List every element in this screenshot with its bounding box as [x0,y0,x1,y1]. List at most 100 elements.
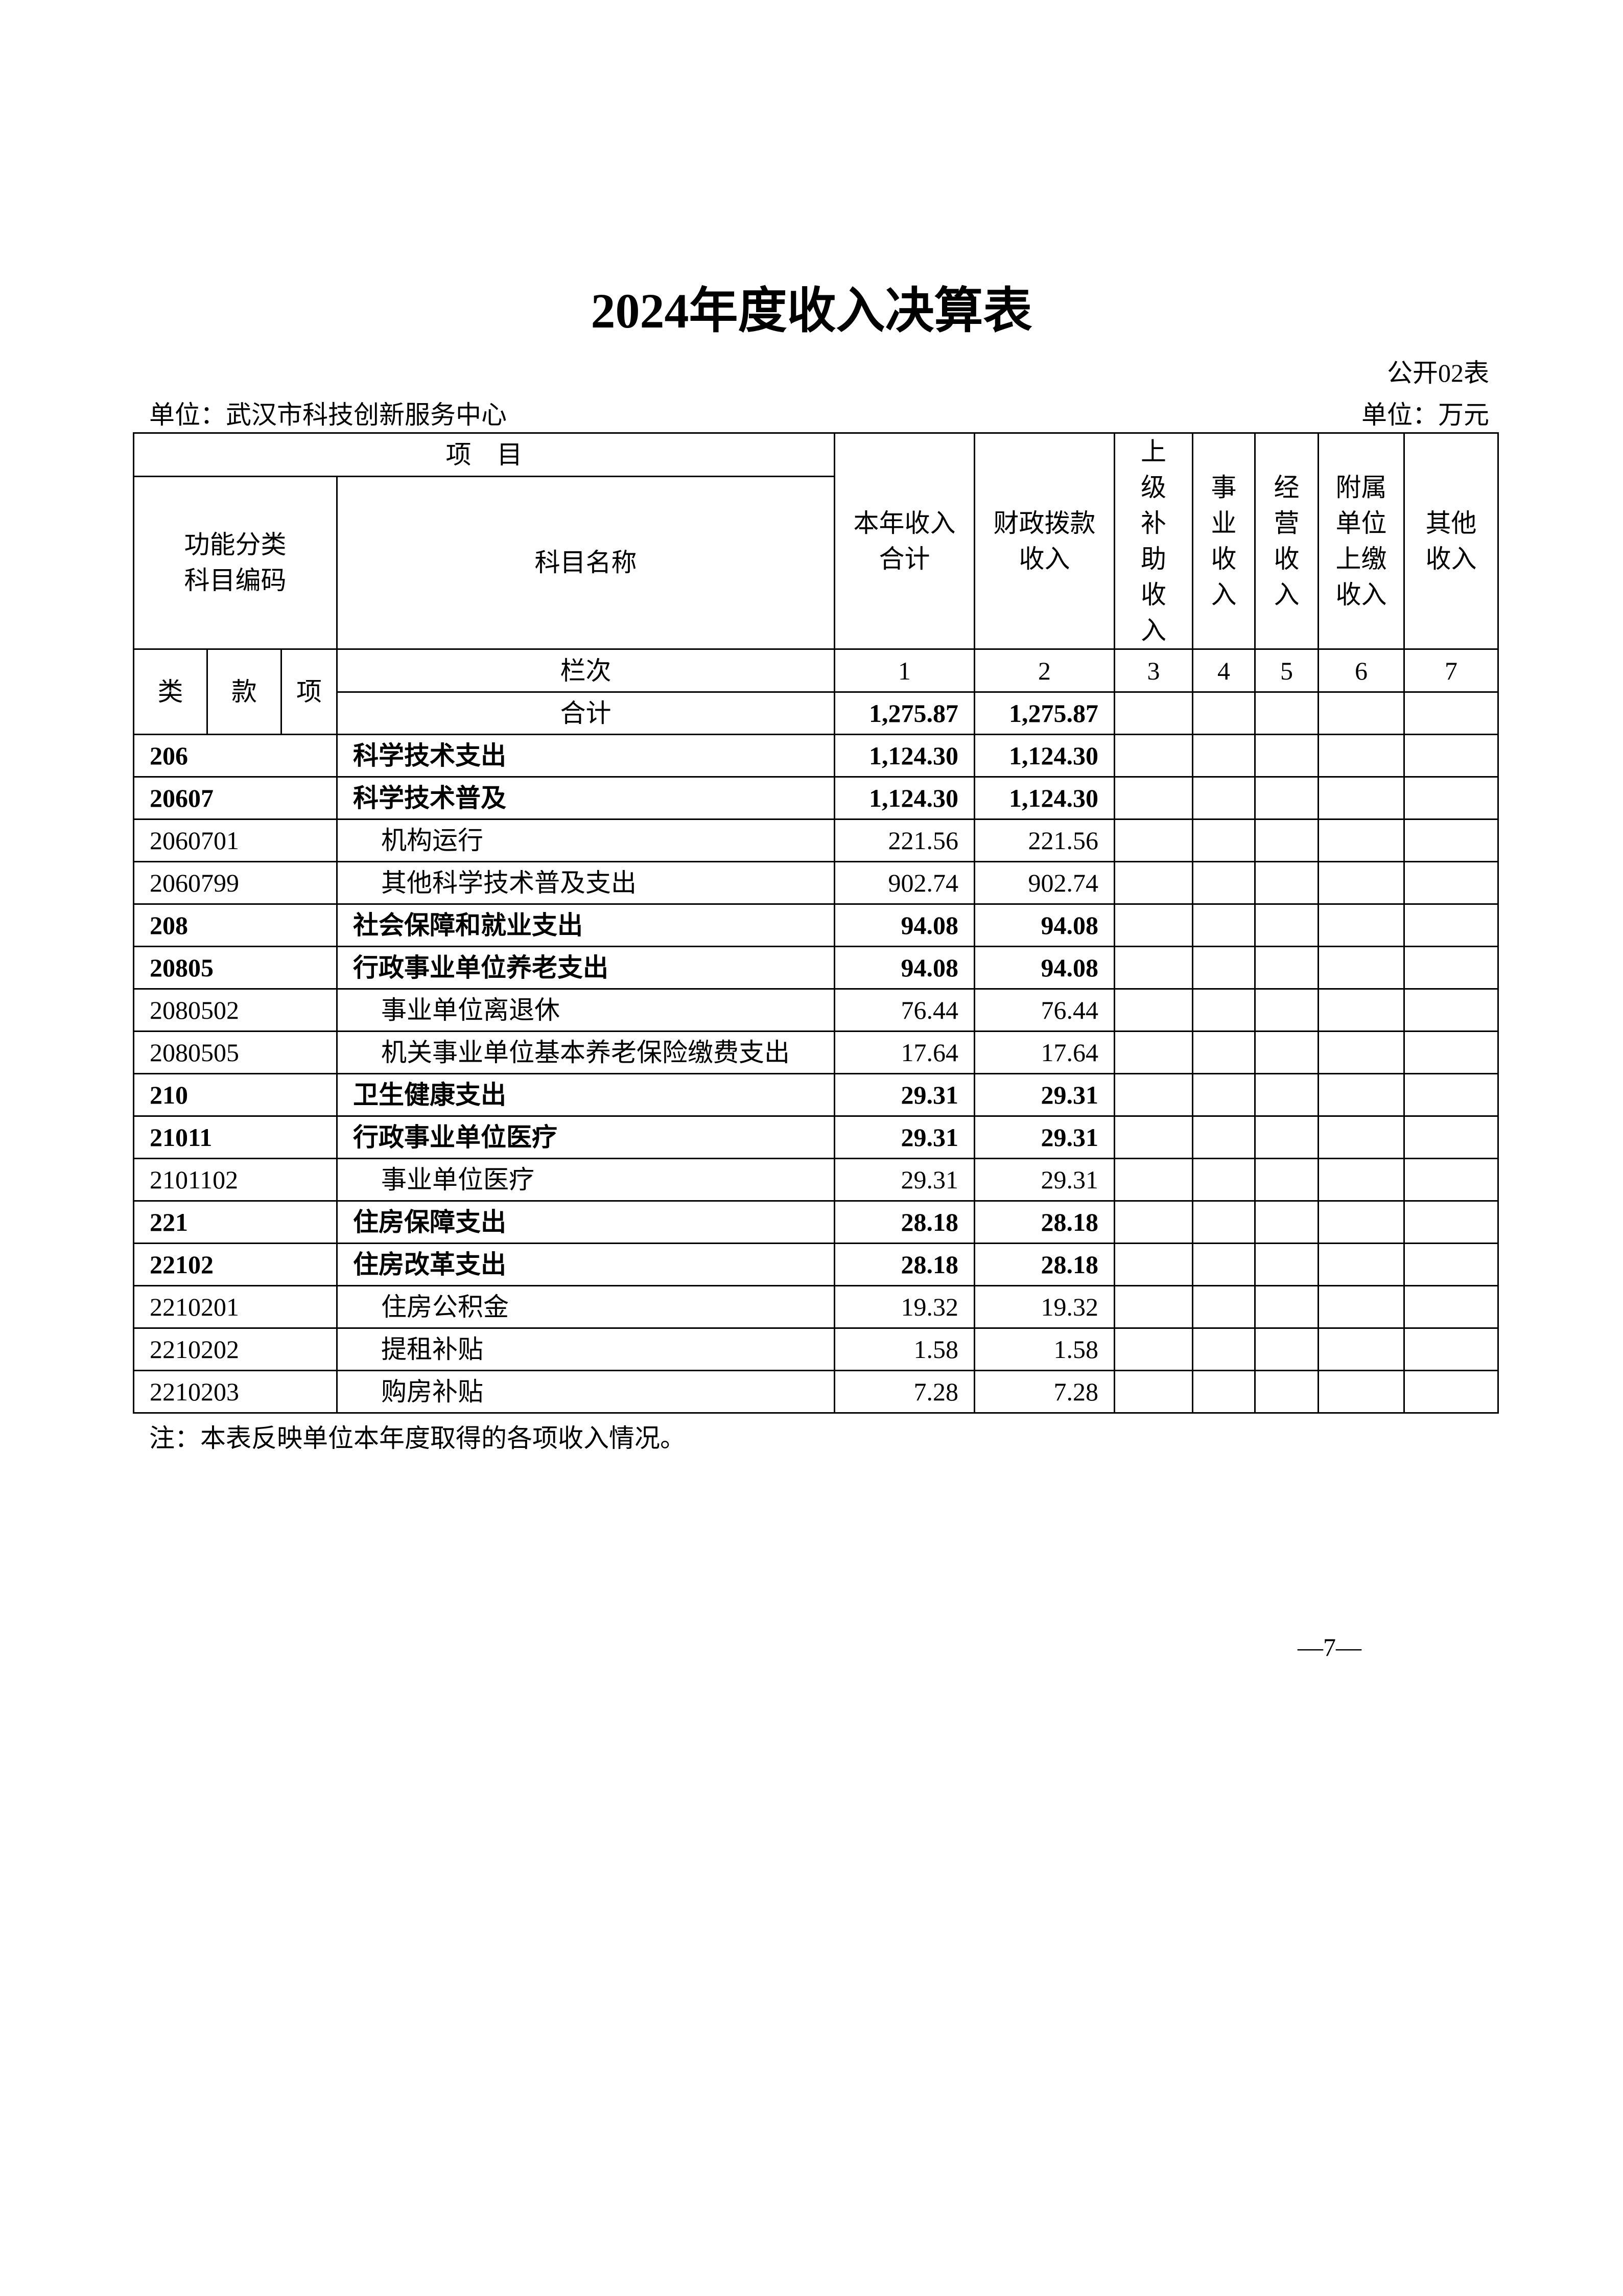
empty-cell [1403,903,1499,947]
row-code: 22102 [133,1243,338,1286]
row-code: 2210202 [133,1327,338,1371]
header-xiang: 项 [280,648,338,735]
empty-cell [1114,1030,1193,1074]
row-code: 21011 [133,1115,338,1159]
empty-cell [1114,1115,1193,1159]
empty-cell [1114,946,1193,990]
table-row: 2210201 住房公积金 19.32 19.32 [133,1285,1499,1329]
empty-cell [1192,1285,1256,1329]
empty-cell [1318,1200,1405,1244]
header-lei: 类 [133,648,208,735]
row-name: 行政事业单位医疗 [336,1115,835,1159]
column-number: 3 [1114,648,1193,693]
empty-cell [1318,1073,1405,1117]
row-name: 住房保障支出 [336,1200,835,1244]
row-total-income: 1,124.30 [834,776,975,820]
row-code: 221 [133,1200,338,1244]
empty-cell [1318,1243,1405,1286]
empty-cell [1318,734,1405,778]
empty-cell [1114,1243,1193,1286]
table-row: 20607 科学技术普及 1,124.30 1,124.30 [133,776,1499,820]
row-name: 卫生健康支出 [336,1073,835,1117]
row-total-income: 1.58 [834,1327,975,1371]
row-code: 2210201 [133,1285,338,1329]
header-other-income: 其他 收入 [1403,432,1499,650]
empty-cell [1318,1327,1405,1371]
empty-cell [1403,1370,1499,1414]
table-row: 206 科学技术支出 1,124.30 1,124.30 [133,734,1499,778]
empty-cell [1114,818,1193,862]
row-code: 20607 [133,776,338,820]
header-superior-subsidy: 上 级 补 助 收 入 [1114,432,1193,650]
row-fiscal-income: 28.18 [974,1200,1115,1244]
empty-cell [1403,1030,1499,1074]
header-code-group: 功能分类 科目编码 [133,475,338,650]
empty-cell [1114,1327,1193,1371]
empty-cell [1114,1370,1193,1414]
table-row: 2080505 机关事业单位基本养老保险缴费支出 17.64 17.64 [133,1030,1499,1074]
row-fiscal-income: 29.31 [974,1115,1115,1159]
column-number: 6 [1318,648,1405,693]
empty-cell [1254,861,1319,905]
table-row: 2080502 事业单位离退休 76.44 76.44 [133,988,1499,1032]
empty-cell [1192,861,1256,905]
row-fiscal-income: 19.32 [974,1285,1115,1329]
row-fiscal-income: 29.31 [974,1158,1115,1202]
column-number: 5 [1254,648,1319,693]
row-name: 提租补贴 [336,1327,835,1371]
row-code: 210 [133,1073,338,1117]
empty-cell [1318,1370,1405,1414]
row-code: 208 [133,903,338,947]
row-fiscal-income: 902.74 [974,861,1115,905]
row-total-income: 76.44 [834,988,975,1032]
empty-cell [1318,988,1405,1032]
page-title: 2024年度收入决算表 [591,284,1032,338]
row-fiscal-income: 94.08 [974,946,1115,990]
table-row: 221 住房保障支出 28.18 28.18 [133,1200,1499,1244]
total-fiscal-value: 1,275.87 [974,691,1115,735]
row-fiscal-income: 1.58 [974,1327,1115,1371]
row-total-income: 29.31 [834,1158,975,1202]
total-label: 合计 [336,691,835,735]
empty-cell [1192,1200,1256,1244]
empty-cell [1254,903,1319,947]
table-row: 2210202 提租补贴 1.58 1.58 [133,1327,1499,1371]
empty-cell [1192,776,1256,820]
total-income-value: 1,275.87 [834,691,975,735]
row-fiscal-income: 1,124.30 [974,776,1115,820]
row-total-income: 221.56 [834,818,975,862]
empty-cell [1254,1115,1319,1159]
empty-cell [1318,1285,1405,1329]
row-code: 2080502 [133,988,338,1032]
row-total-income: 94.08 [834,946,975,990]
row-total-income: 19.32 [834,1285,975,1329]
row-total-income: 94.08 [834,903,975,947]
row-total-income: 7.28 [834,1370,975,1414]
empty-cell [1114,734,1193,778]
table-row: 2060799 其他科学技术普及支出 902.74 902.74 [133,861,1499,905]
empty-cell [1403,691,1499,735]
row-code: 2101102 [133,1158,338,1202]
row-name: 机构运行 [336,818,835,862]
table-row: 208 社会保障和就业支出 94.08 94.08 [133,903,1499,947]
empty-cell [1192,1030,1256,1074]
header-item: 项 目 [133,432,835,477]
empty-cell [1403,776,1499,820]
empty-cell [1114,988,1193,1032]
empty-cell [1254,691,1319,735]
empty-cell [1318,691,1405,735]
empty-cell [1254,1030,1319,1074]
empty-cell [1114,861,1193,905]
empty-cell [1192,946,1256,990]
column-number: 2 [974,648,1115,693]
empty-cell [1318,818,1405,862]
row-name: 事业单位医疗 [336,1158,835,1202]
header-name: 科目名称 [336,475,835,650]
row-fiscal-income: 7.28 [974,1370,1115,1414]
row-code: 2060799 [133,861,338,905]
row-name: 科学技术支出 [336,734,835,778]
empty-cell [1192,818,1256,862]
empty-cell [1403,1158,1499,1202]
table-number: 公开02表 [1387,359,1489,387]
empty-cell [1403,1115,1499,1159]
